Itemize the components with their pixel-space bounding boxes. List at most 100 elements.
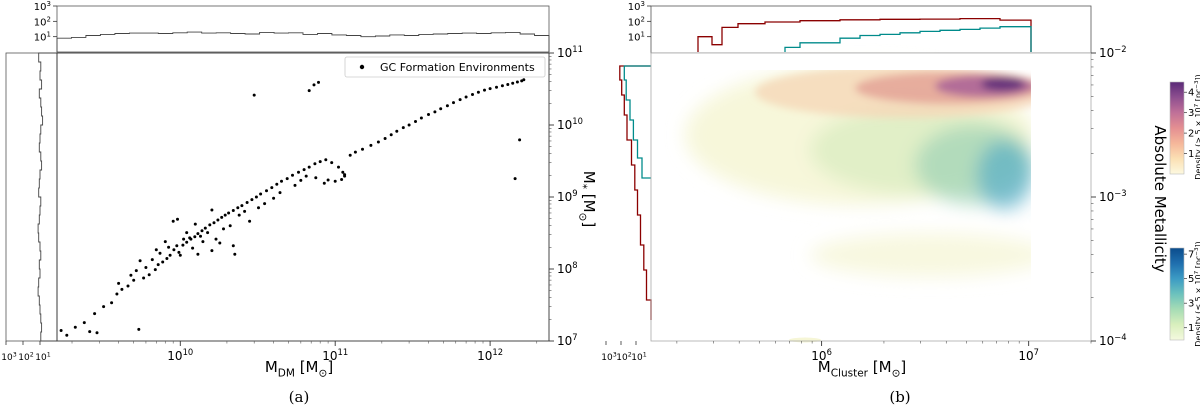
panel-b-x-axis-label: MCluster [M⊙]: [818, 358, 906, 380]
panel-a-caption: (a): [289, 388, 310, 406]
scatter-point: [158, 251, 162, 255]
y-tick-label: 10−3: [1099, 188, 1127, 204]
panel-b-side-hist-dense: [619, 65, 652, 320]
scatter-point: [182, 237, 186, 241]
scatter-point: [227, 211, 231, 215]
scatter-point: [102, 305, 106, 309]
x-tick-label: 1012: [477, 347, 503, 363]
scatter-point: [134, 269, 138, 273]
scatter-point: [185, 231, 189, 235]
scatter-point: [291, 173, 294, 177]
scatter-point: [471, 93, 474, 96]
scatter-point: [414, 120, 417, 123]
panel-a-plot-frame: [56, 52, 550, 342]
hist-tick-label: 102: [34, 15, 51, 28]
panel-b-top-hist-dense: [697, 17, 1032, 52]
legend-box: [344, 56, 546, 78]
panel-a-side-histogram: 103 102 101: [1, 52, 58, 363]
panel-b-main-plot: 106 107 10−4 10−3 10−2: [650, 44, 1127, 363]
scatter-point: [144, 266, 148, 269]
scatter-point: [216, 218, 220, 222]
scatter-point: [275, 182, 279, 186]
scatter-point: [193, 222, 197, 226]
colorbar-sparse: 1 3 5 7 Density (≤ 5 × 107 [pc−3]): [1169, 241, 1200, 347]
scatter-point: [206, 231, 210, 235]
panel-a-top-hist-frame: [56, 5, 550, 53]
scatter-point: [518, 138, 522, 142]
scatter-point: [222, 227, 225, 231]
scatter-point: [326, 178, 330, 182]
scatter-point: [150, 258, 154, 262]
scatter-point: [199, 234, 202, 238]
scatter-point: [401, 126, 405, 130]
scatter-point: [476, 90, 480, 94]
x-tick-label: 1010: [167, 347, 193, 363]
scatter-point: [495, 85, 498, 89]
panel-a-scatter-points: [59, 78, 526, 337]
scatter-point: [407, 123, 411, 127]
panel-b-top-hist-sparse: [784, 26, 1032, 52]
scatter-point: [506, 83, 510, 86]
scatter-point: [511, 81, 515, 85]
scatter-point: [313, 162, 317, 166]
contour-dense-core: [981, 77, 1025, 91]
scatter-point: [383, 137, 387, 140]
panel-b-top-hist-frame: [650, 5, 1092, 54]
colorbar-tick-label: 4: [1188, 88, 1194, 99]
plot-mask-top: [651, 53, 1091, 70]
scatter-point: [201, 240, 205, 244]
colorbar-dense-bar: [1169, 81, 1185, 175]
colorbar-dense: 1 2 3 4 Density (> 5 × 107 [pc−3]): [1169, 74, 1200, 180]
scatter-point: [176, 217, 179, 221]
scatter-point: [250, 198, 254, 202]
colorbar-sparse-bar: [1169, 247, 1185, 341]
scatter-point: [161, 260, 165, 264]
scatter-point: [200, 229, 204, 233]
colorbar-dense-label: Density (> 5 × 107 [pc−3]): [1194, 74, 1200, 180]
contour-blue-1: [977, 140, 1033, 210]
scatter-point: [333, 179, 337, 183]
scatter-point: [88, 330, 92, 334]
panel-a-side-hist-frame: [5, 52, 58, 342]
hist-tick-label: 103: [628, 0, 645, 13]
scatter-point: [280, 179, 283, 183]
hist-tick-label: 103: [34, 0, 51, 13]
scatter-point: [165, 257, 169, 260]
colorbar-tick-label: 7: [1188, 250, 1194, 261]
y-tick-label: 1011: [557, 44, 583, 60]
scatter-point: [65, 333, 69, 337]
scatter-point: [304, 174, 308, 178]
scatter-point: [488, 87, 492, 91]
y-tick-label: 1010: [557, 116, 583, 132]
scatter-point: [348, 153, 352, 157]
scatter-point: [223, 213, 227, 217]
y-tick-label: 107: [557, 332, 578, 348]
panel-b-x-axis: 106 107: [676, 341, 1092, 363]
scatter-point: [245, 201, 249, 204]
scatter-point: [188, 236, 192, 240]
scatter-point: [513, 177, 517, 181]
scatter-point: [299, 178, 303, 182]
panel-b-top-histogram: 103 102 101: [628, 0, 1092, 54]
scatter-point: [302, 168, 306, 172]
scatter-point: [154, 248, 158, 252]
scatter-point: [240, 204, 244, 208]
scatter-point: [322, 181, 326, 185]
scatter-point: [337, 165, 340, 169]
scatter-point: [314, 176, 318, 180]
scatter-point: [220, 215, 224, 219]
scatter-point: [167, 245, 171, 249]
scatter-point: [433, 110, 437, 114]
x-tick-label: 106: [811, 347, 832, 363]
scatter-point: [210, 208, 214, 212]
panel-b-y-axis: 10−4 10−3 10−2: [1091, 44, 1127, 348]
scatter-point: [138, 259, 142, 263]
scatter-point: [395, 129, 399, 133]
scatter-point: [142, 276, 146, 280]
panel-b-y-axis-label: Absolute Metallicity: [1151, 125, 1169, 272]
x-tick-label: 1011: [322, 347, 348, 363]
hist-tick-label: 103: [1, 351, 16, 363]
scatter-point: [218, 241, 222, 245]
